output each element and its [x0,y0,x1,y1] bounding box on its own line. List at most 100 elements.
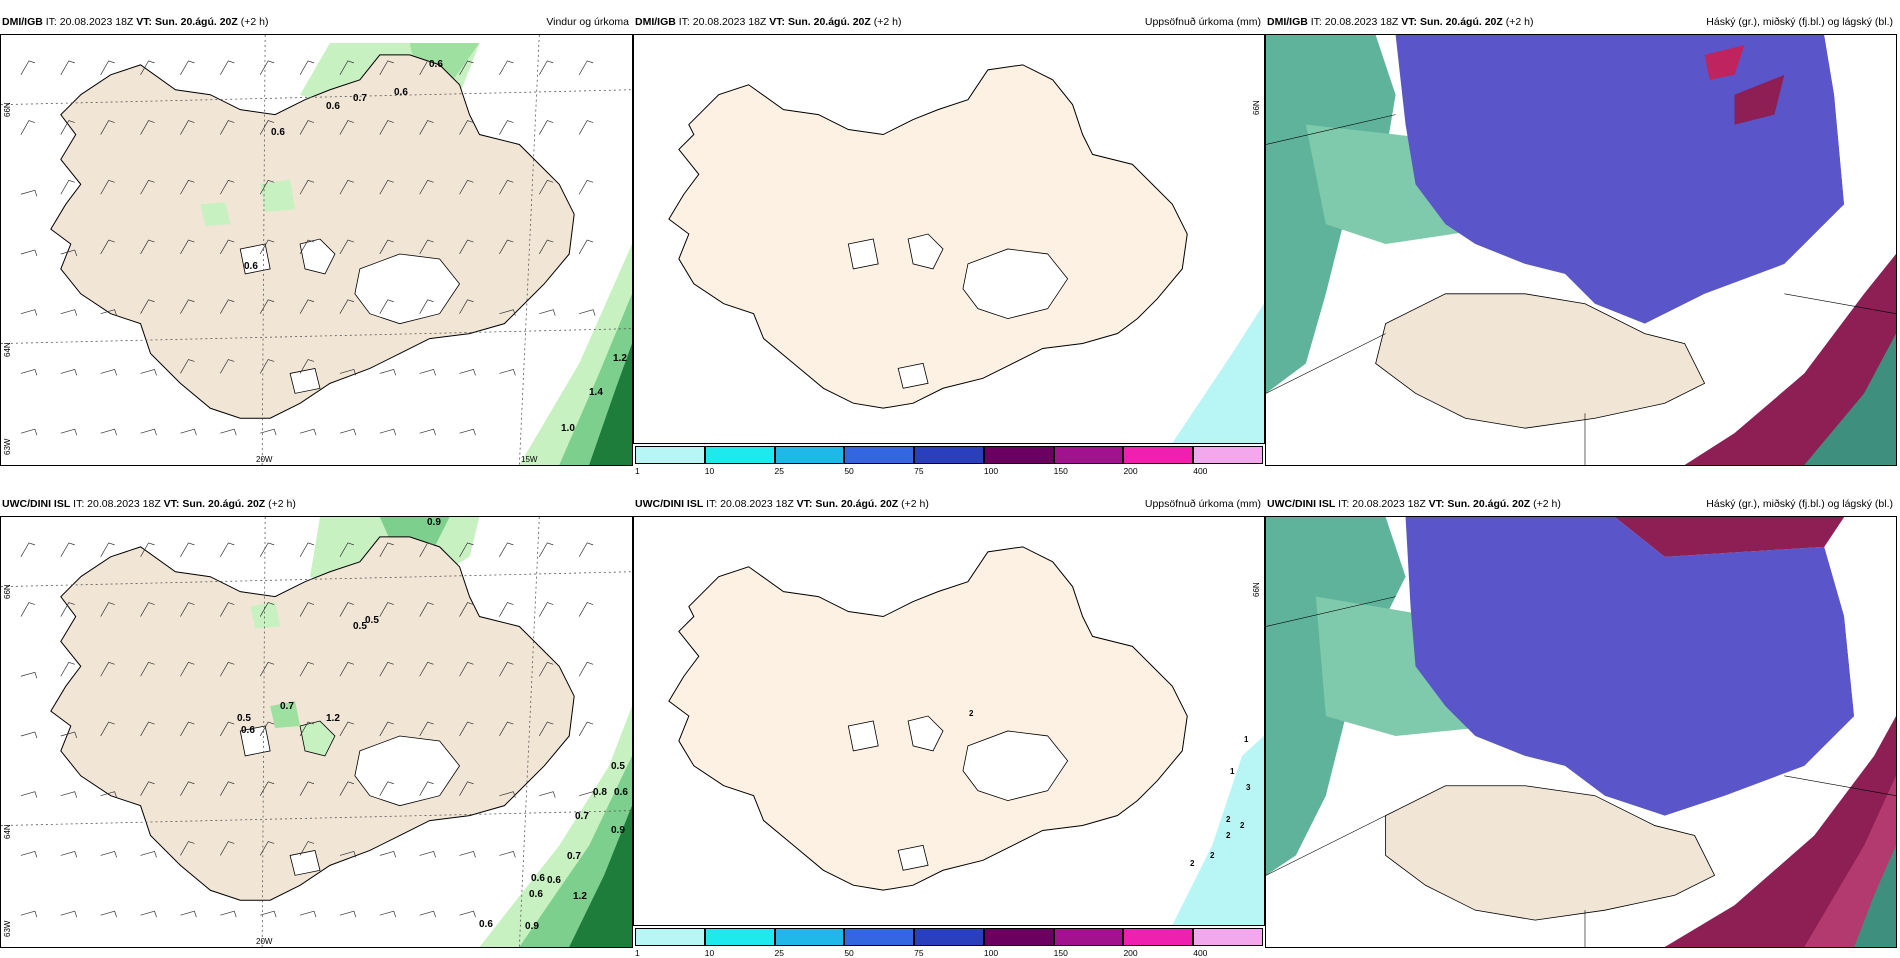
colorbar: 1 10 25 50 75 100 150 200 400 [635,928,1263,958]
colorbar-tick-label: 75 [914,466,924,476]
precip-value-label: 0.6 [531,873,545,884]
panel-variable-title: Uppsöfnuð úrkoma (mm) [1144,16,1261,28]
lon-label: 20W [256,455,273,464]
precip-value-label: 0.6 [244,261,258,272]
panel-uwc-clouds: UWC/DINI ISL IT: 20.08.2023 18Z VT: Sun.… [1265,492,1897,948]
colorbar-segment [1193,928,1263,946]
precip-value-label: 0.6 [394,87,408,98]
precip-value-label: 0.8 [593,787,607,798]
colorbar-segment [1193,446,1263,464]
lat-label: 64N [3,342,12,357]
map-svg [1266,35,1896,465]
colorbar: 1 10 25 50 75 100 150 200 400 [635,446,1263,476]
colorbar-tick-label: 25 [774,466,785,476]
sea-precip-label: 2 [1190,859,1195,868]
panel-uwc-accum-precip: UWC/DINI ISL IT: 20.08.2023 18Z VT: Sun.… [633,492,1265,958]
map-accum-precip: 66N 2 1 1 3 2 2 2 2 2 [633,516,1265,926]
lat-label: 66N [3,584,12,599]
sea-precip-label: 2 [1240,821,1245,830]
precip-value-label: 0.5 [611,761,625,772]
panel-variable-title: Háský (gr.), miðský (fj.bl.) og lágský (… [1706,16,1893,28]
colorbar-segment [844,446,915,464]
precip-value-label: 0.7 [567,851,581,862]
precip-value-label: 0.6 [271,127,285,138]
sea-precip-label: 3 [1246,783,1251,792]
colorbar-segment [1123,928,1194,946]
panel-uwc-wind-precip: UWC/DINI ISL IT: 20.08.2023 18Z VT: Sun.… [0,492,633,948]
colorbar-segment [983,928,1054,946]
panel-title: DMI/IGB IT: 20.08.2023 18Z VT: Sun. 20.á… [635,16,902,28]
precip-value-label: 0.6 [241,725,255,736]
precip-value-label: 0.6 [529,889,543,900]
precip-value-label: 1.2 [613,353,627,364]
precip-value-label: 0.5 [365,615,379,626]
colorbar-segment [635,446,705,464]
panel-title: DMI/IGB IT: 20.08.2023 18Z VT: Sun. 20.á… [1267,16,1534,28]
precip-value-label: 0.6 [479,919,493,930]
colorbar-segment [1053,928,1124,946]
colorbar-segment [1123,446,1194,464]
precip-value-label: 0.6 [326,101,340,112]
lat-label: 63W [3,438,12,455]
precip-value-label: 0.5 [237,713,251,724]
precip-value-label: 1.2 [573,891,587,902]
sea-precip-label: 2 [1226,831,1231,840]
lat-label: 66N [1252,100,1261,115]
colorbar-tick-label: 50 [844,466,854,476]
precip-value-label: 0.7 [280,701,294,712]
colorbar-tick-label: 200 [1123,466,1138,476]
colorbar-segment [844,928,915,946]
lat-label: 66N [3,102,12,117]
panel-dmi-clouds: DMI/IGB IT: 20.08.2023 18Z VT: Sun. 20.á… [1265,10,1897,466]
lat-label: 66N [1252,582,1261,597]
colorbar-segment [914,928,984,946]
panel-variable-title: Uppsöfnuð úrkoma (mm) [1144,498,1261,510]
panel-dmi-accum-precip: DMI/IGB IT: 20.08.2023 18Z VT: Sun. 20.á… [633,10,1265,476]
precip-value-label: 0.6 [429,59,443,70]
precip-value-label: 0.6 [547,875,561,886]
colorbar-segment [774,446,845,464]
lon-label: 15W [521,455,538,464]
panel-title: DMI/IGB IT: 20.08.2023 18Z VT: Sun. 20.á… [2,16,269,28]
map-svg [634,517,1264,925]
precip-value-label: 0.7 [353,93,367,104]
colorbar-segment [635,928,705,946]
map-wind-precip: 66N 64N 63W 20W 15W 0.6 0.6 0.7 0.6 0.6 … [0,34,633,466]
precip-value-label: 1.2 [326,713,340,724]
colorbar-tick-label: 1 [635,466,640,476]
precip-value-label: 0.6 [614,787,628,798]
map-wind-precip: 66N 64N 63W 20W 0.9 0.5 0.5 0.7 0.5 0.6 … [0,516,633,948]
map-svg [1266,517,1896,947]
panel-dmi-wind-precip: DMI/IGB IT: 20.08.2023 18Z VT: Sun. 20.á… [0,10,633,466]
precip-value-label: 0.9 [611,825,625,836]
map-clouds [1265,516,1897,948]
lat-label: 64N [3,824,12,839]
sea-precip-label: 1 [1244,735,1249,744]
map-accum-precip: 66N [633,34,1265,444]
map-clouds [1265,34,1897,466]
precip-value-label: 1.4 [589,387,603,398]
colorbar-segment [704,446,775,464]
colorbar-segment [1053,446,1124,464]
sea-precip-label: 2 [1226,815,1231,824]
precip-value-label: 1.0 [561,423,575,434]
precip-value-label: 0.9 [525,921,539,932]
sea-precip-label: 2 [969,709,974,718]
map-svg [634,35,1264,443]
colorbar-tick-label: 100 [983,466,999,476]
colorbar-tick-label: 10 [704,466,715,476]
panel-variable-title: Vindur og úrkoma [546,16,629,28]
sea-precip-label: 2 [1210,851,1215,860]
colorbar-segment [774,928,845,946]
colorbar-segment [983,446,1054,464]
lon-label: 20W [256,937,273,946]
sea-precip-label: 1 [1230,767,1235,776]
colorbar-segment [704,928,775,946]
panel-title: UWC/DINI ISL IT: 20.08.2023 18Z VT: Sun.… [635,498,929,510]
panel-title: UWC/DINI ISL IT: 20.08.2023 18Z VT: Sun.… [2,498,296,510]
precip-value-label: 0.7 [575,811,589,822]
lat-label: 63W [3,920,12,937]
colorbar-tick-label: 150 [1053,466,1068,476]
map-svg [1,35,632,465]
map-svg [1,517,632,947]
